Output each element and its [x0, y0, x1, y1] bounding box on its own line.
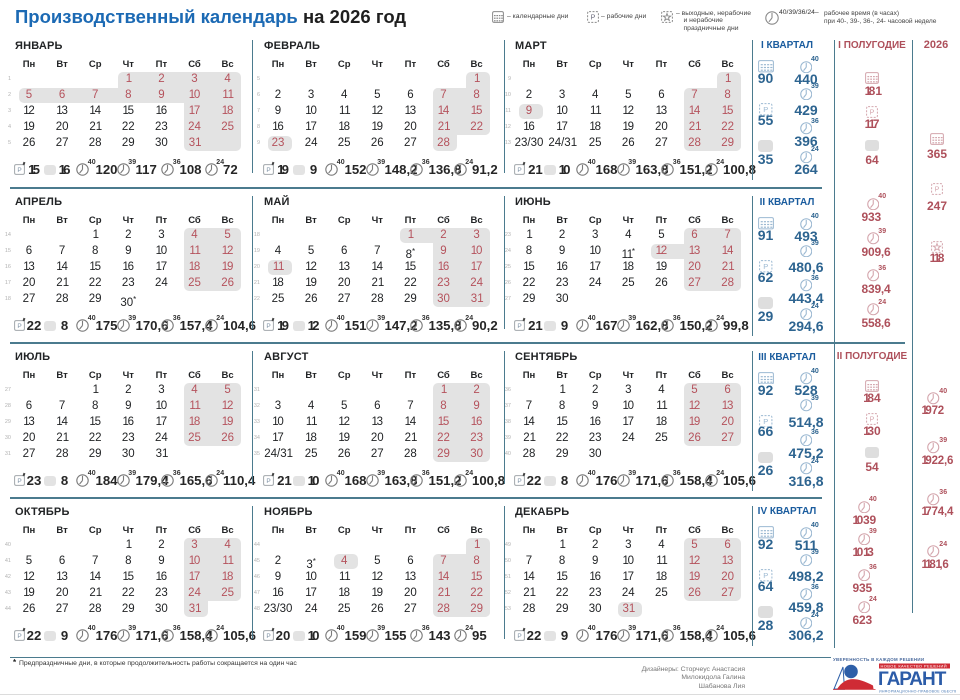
- svg-text:Р: Р: [517, 478, 521, 485]
- svg-text:Р: Р: [763, 262, 768, 271]
- svg-text:Р: Р: [266, 167, 270, 174]
- svg-text:Р: Р: [763, 105, 768, 114]
- svg-text:Р: Р: [517, 167, 521, 174]
- svg-text:Р: Р: [517, 633, 521, 640]
- svg-text:Р: Р: [870, 109, 875, 116]
- svg-text:Р: Р: [266, 323, 270, 330]
- svg-text:Р: Р: [935, 186, 940, 193]
- svg-text:НОВОЕ КАЧЕСТВО РЕШЕНИЙ: НОВОЕ КАЧЕСТВО РЕШЕНИЙ: [881, 664, 948, 669]
- svg-text:Р: Р: [870, 417, 875, 424]
- svg-text:ГАРАНТ: ГАРАНТ: [878, 669, 947, 690]
- svg-text:Р: Р: [590, 15, 595, 22]
- svg-text:Р: Р: [763, 571, 768, 580]
- svg-text:ИНФОРМАЦИОННО-ПРАВОВОЕ ОБЕСПЕЧ: ИНФОРМАЦИОННО-ПРАВОВОЕ ОБЕСПЕЧЕНИЕ: [879, 690, 956, 694]
- svg-text:Р: Р: [17, 633, 21, 640]
- svg-text:Р: Р: [17, 167, 21, 174]
- svg-text:Р: Р: [517, 323, 521, 330]
- svg-text:Р: Р: [266, 478, 270, 485]
- svg-text:Р: Р: [17, 478, 21, 485]
- svg-text:Р: Р: [763, 416, 768, 425]
- svg-text:Р: Р: [17, 323, 21, 330]
- svg-text:Р: Р: [266, 633, 270, 640]
